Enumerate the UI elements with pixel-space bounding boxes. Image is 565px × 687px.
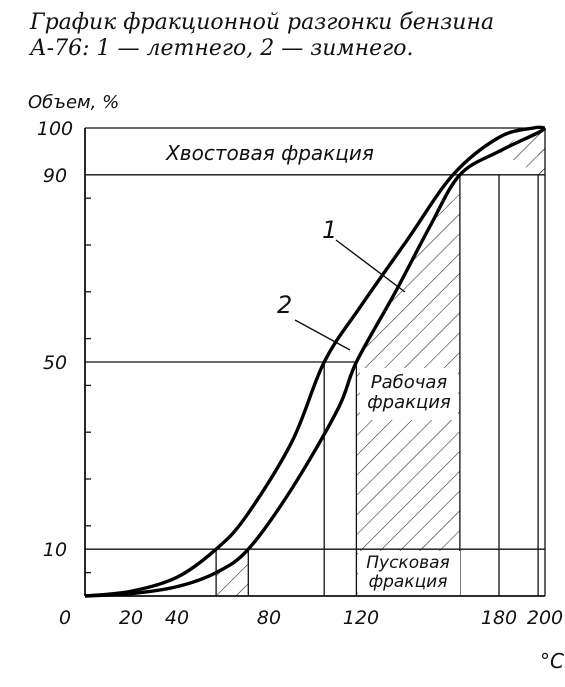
y-tick-label: 90 — [43, 165, 67, 187]
leader-line-2 — [294, 319, 351, 351]
label-bg-start — [358, 551, 460, 595]
x-axis-label: °C — [540, 649, 564, 673]
x-tick-label: 80 — [257, 607, 281, 629]
label-bg-working — [360, 368, 458, 420]
y-tick-label: 10 — [43, 539, 67, 561]
fraction-label-working: Рабочая фракция — [367, 372, 451, 413]
x-tick-label: 120 — [343, 607, 379, 629]
fraction-label-start: Пусковая фракция — [366, 553, 450, 592]
x-tick-label: 200 — [527, 607, 563, 629]
x-tick-label: 0 — [59, 607, 71, 629]
x-tick-label: 40 — [165, 607, 189, 629]
y-tick-label: 50 — [43, 352, 67, 374]
x-tick-label: 20 — [119, 607, 143, 629]
series-line-1 — [84, 125, 546, 598]
y-tick-label: 100 — [37, 118, 73, 140]
fraction-label-tail: Хвостовая фракция — [165, 141, 374, 165]
hatched-region-tail — [499, 128, 545, 175]
y-axis-label: Объем, % — [28, 92, 119, 113]
leader-line-1 — [335, 239, 406, 293]
series-label-2: 2 — [277, 291, 292, 319]
series-line-2 — [84, 126, 547, 598]
series-label-1: 1 — [322, 216, 337, 244]
x-tick-label: 180 — [481, 607, 517, 629]
chart-caption: График фракционной разгонки бензина А-76… — [30, 10, 495, 61]
